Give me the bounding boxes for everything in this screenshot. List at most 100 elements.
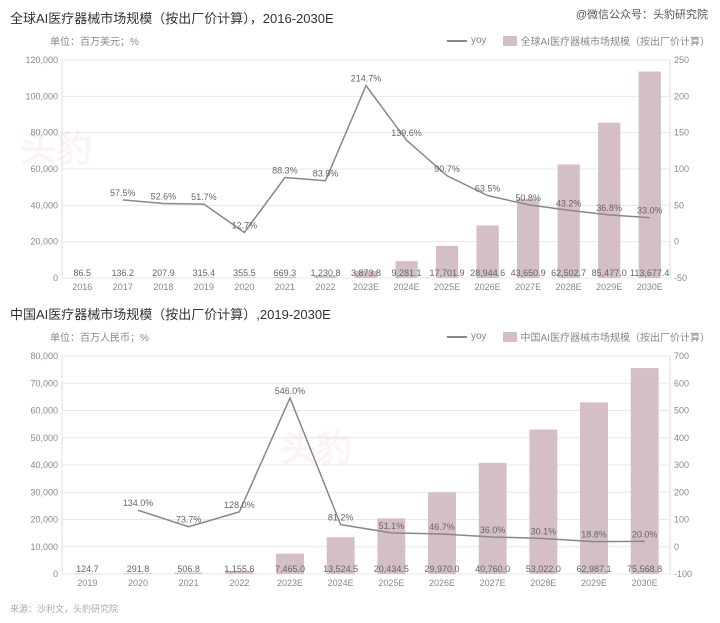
svg-text:2027E: 2027E (480, 578, 506, 588)
svg-text:2029E: 2029E (596, 282, 622, 292)
svg-text:40,000: 40,000 (30, 200, 58, 210)
svg-text:2026E: 2026E (475, 282, 501, 292)
svg-text:2028E: 2028E (556, 282, 582, 292)
line-swatch (447, 40, 467, 42)
svg-text:75,568.8: 75,568.8 (627, 564, 662, 574)
bar (598, 123, 620, 278)
svg-text:3,873.8: 3,873.8 (351, 268, 381, 278)
svg-text:17,701.9: 17,701.9 (430, 268, 465, 278)
legend-items: yoy 全球AI医疗器械市场规模（按出厂价计算） (447, 33, 710, 48)
yoy-line (123, 86, 650, 233)
svg-text:100: 100 (674, 164, 689, 174)
svg-text:20,000: 20,000 (30, 515, 58, 525)
legend-yoy-label: yoy (471, 331, 487, 342)
legend-bar-label: 中国AI医疗器械市场规模（按出厂价计算） (521, 329, 710, 344)
svg-text:12.7%: 12.7% (232, 220, 258, 230)
svg-text:1,155.6: 1,155.6 (224, 564, 254, 574)
svg-text:73.7%: 73.7% (176, 515, 202, 525)
svg-text:90.7%: 90.7% (434, 164, 460, 174)
unit-label: 单位：百万人民币；% (50, 329, 149, 344)
svg-text:2020: 2020 (234, 282, 254, 292)
bar (479, 463, 507, 574)
svg-text:53,022.0: 53,022.0 (526, 564, 561, 574)
svg-text:2018: 2018 (153, 282, 173, 292)
svg-text:124.7: 124.7 (76, 564, 99, 574)
svg-text:207.9: 207.9 (152, 268, 175, 278)
svg-text:355.5: 355.5 (233, 268, 256, 278)
legend-row: 单位：百万美元；% yoy 全球AI医疗器械市场规模（按出厂价计算） (10, 33, 710, 48)
svg-text:139.6%: 139.6% (391, 128, 422, 138)
svg-text:62,987.1: 62,987.1 (576, 564, 611, 574)
svg-text:-50: -50 (674, 273, 687, 283)
page: @微信公众号：头豹研究院 头豹 头豹 全球AI医疗器械市场规模（按出厂价计算），… (0, 0, 720, 623)
svg-text:62,502.7: 62,502.7 (551, 268, 586, 278)
svg-text:315.4: 315.4 (193, 268, 216, 278)
svg-text:51.7%: 51.7% (191, 192, 217, 202)
svg-text:100,000: 100,000 (25, 91, 58, 101)
legend-bar-label: 全球AI医疗器械市场规模（按出厂价计算） (521, 33, 710, 48)
svg-text:80,000: 80,000 (30, 128, 58, 138)
bar (558, 164, 580, 278)
svg-text:2019: 2019 (194, 282, 214, 292)
svg-text:18.8%: 18.8% (581, 530, 607, 540)
svg-text:2023E: 2023E (353, 282, 379, 292)
svg-text:200: 200 (674, 487, 689, 497)
svg-text:20,434.5: 20,434.5 (374, 564, 409, 574)
svg-text:40,000: 40,000 (30, 460, 58, 470)
legend-yoy: yoy (447, 331, 487, 342)
svg-text:63.5%: 63.5% (475, 184, 501, 194)
svg-text:57.5%: 57.5% (110, 188, 136, 198)
svg-text:600: 600 (674, 378, 689, 388)
svg-text:150: 150 (674, 128, 689, 138)
svg-text:500: 500 (674, 406, 689, 416)
svg-text:400: 400 (674, 433, 689, 443)
svg-text:2020: 2020 (128, 578, 148, 588)
legend-bar: 全球AI医疗器械市场规模（按出厂价计算） (503, 33, 710, 48)
svg-text:1,230.8: 1,230.8 (310, 268, 340, 278)
svg-text:85,477.0: 85,477.0 (592, 268, 627, 278)
svg-text:13,524.5: 13,524.5 (323, 564, 358, 574)
svg-text:70,000: 70,000 (30, 378, 58, 388)
svg-text:83.9%: 83.9% (313, 169, 339, 179)
chart-global: 全球AI医疗器械市场规模（按出厂价计算），2016-2030E 单位：百万美元；… (10, 8, 710, 300)
svg-text:36.0%: 36.0% (480, 525, 506, 535)
svg-text:128.0%: 128.0% (224, 500, 255, 510)
svg-text:200: 200 (674, 91, 689, 101)
svg-text:2016: 2016 (72, 282, 92, 292)
svg-text:2029E: 2029E (581, 578, 607, 588)
svg-text:250: 250 (674, 55, 689, 65)
svg-text:29,970.0: 29,970.0 (424, 564, 459, 574)
svg-text:0: 0 (674, 237, 679, 247)
svg-text:2025E: 2025E (434, 282, 460, 292)
svg-text:50.8%: 50.8% (515, 193, 541, 203)
svg-text:30.1%: 30.1% (531, 527, 557, 537)
chart-svg: 020,00040,00060,00080,000100,000120,000-… (10, 50, 710, 300)
svg-text:-100: -100 (674, 569, 692, 579)
svg-text:2023E: 2023E (277, 578, 303, 588)
svg-text:88.3%: 88.3% (272, 166, 298, 176)
svg-text:2017: 2017 (113, 282, 133, 292)
svg-text:36.8%: 36.8% (596, 203, 622, 213)
legend-row: 单位：百万人民币；% yoy 中国AI医疗器械市场规模（按出厂价计算） (10, 329, 710, 344)
svg-text:2021: 2021 (275, 282, 295, 292)
svg-text:136.2: 136.2 (112, 268, 135, 278)
svg-text:81.2%: 81.2% (328, 513, 354, 523)
svg-text:300: 300 (674, 460, 689, 470)
legend-bar: 中国AI医疗器械市场规模（按出厂价计算） (503, 329, 710, 344)
svg-text:2025E: 2025E (378, 578, 404, 588)
bar-swatch (503, 36, 517, 46)
svg-text:506.8: 506.8 (177, 564, 200, 574)
svg-text:2024E: 2024E (328, 578, 354, 588)
line-swatch (447, 336, 467, 338)
svg-text:52.6%: 52.6% (151, 191, 177, 201)
svg-text:60,000: 60,000 (30, 164, 58, 174)
svg-text:113,677.4: 113,677.4 (630, 268, 669, 278)
watermark: @微信公众号：头豹研究院 (576, 6, 708, 22)
svg-text:80,000: 80,000 (30, 351, 58, 361)
svg-text:134.0%: 134.0% (123, 498, 154, 508)
svg-text:2030E: 2030E (637, 282, 663, 292)
chart-china: 中国AI医疗器械市场规模（按出厂价计算）,2019-2030E 单位：百万人民币… (10, 304, 710, 596)
svg-text:2022: 2022 (229, 578, 249, 588)
svg-text:20,000: 20,000 (30, 237, 58, 247)
svg-text:2021: 2021 (179, 578, 199, 588)
